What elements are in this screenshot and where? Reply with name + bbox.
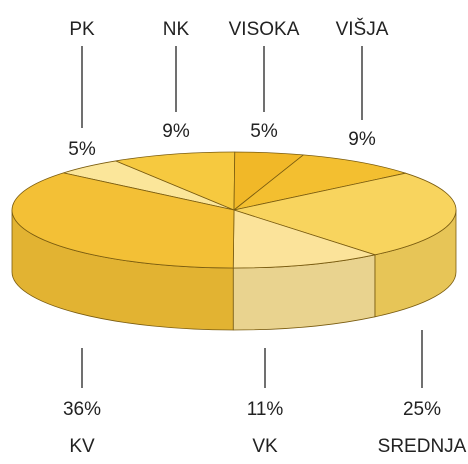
value-label: 25%	[403, 399, 441, 420]
category-label: PK	[69, 19, 95, 40]
value-label: 9%	[162, 121, 190, 142]
category-label: VIŠJA	[336, 18, 389, 40]
value-label: 11%	[247, 399, 284, 420]
value-label: 5%	[68, 139, 96, 160]
slice	[115, 151, 236, 211]
value-label: 9%	[348, 129, 376, 150]
slice	[232, 209, 376, 269]
slice	[233, 154, 406, 211]
category-label: VK	[252, 436, 278, 457]
slice	[11, 172, 235, 269]
category-label: NK	[163, 19, 190, 40]
slice	[233, 172, 457, 256]
value-label: 36%	[63, 399, 101, 420]
value-label: 5%	[250, 121, 278, 142]
category-label: SREDNJA	[378, 436, 467, 457]
category-label: VISOKA	[229, 19, 300, 40]
category-label: KV	[69, 436, 95, 457]
